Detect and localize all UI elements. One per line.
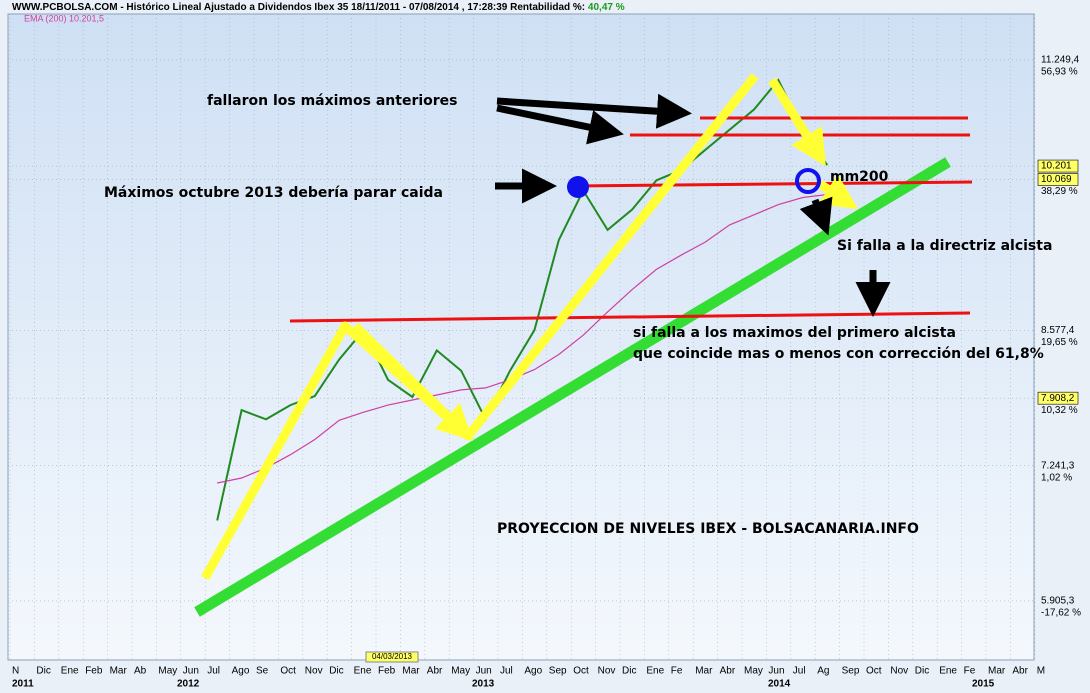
arrow [496, 93, 692, 129]
x-tick-label: Mar [695, 666, 713, 677]
x-tick-label: Dic [915, 666, 929, 677]
wave [351, 322, 474, 442]
trend-line [194, 157, 951, 617]
x-tick-label: N [12, 666, 19, 677]
y-tick-label: 10.069 [1041, 174, 1072, 185]
x-tick-label: Sep [842, 666, 860, 677]
y-tick-pct: 56,93 % [1041, 67, 1078, 78]
x-tick-label: Mar [402, 666, 420, 677]
x-tick-label: Jul [207, 666, 220, 677]
x-tick-label: Nov [598, 666, 616, 677]
arrow [496, 104, 624, 145]
marker-circle [567, 176, 589, 198]
x-tick-label: Ene [646, 666, 664, 677]
x-tick-label: Mar [110, 666, 128, 677]
y-tick-label: 5.905,3 [1041, 596, 1075, 607]
title-text: WWW.PCBOLSA.COM - Histórico Lineal Ajust… [12, 2, 585, 13]
y-tick-pct: 19,65 % [1041, 337, 1078, 348]
x-tick-label: Oct [280, 666, 296, 677]
x-tick-label: Dic [36, 666, 50, 677]
y-tick-label: 7.908,2 [1041, 393, 1075, 404]
tick-box [1037, 159, 1079, 173]
x-tick-label: Ago [232, 666, 250, 677]
year-label: 2011 [12, 679, 34, 690]
x-tick-label: Dic [622, 666, 636, 677]
x-tick-label: Ab [134, 666, 147, 677]
grid [8, 14, 1036, 660]
y-tick-pct: 1,02 % [1041, 472, 1072, 483]
arrow [799, 196, 833, 236]
chart-title: WWW.PCBOLSA.COM - Histórico Lineal Ajust… [12, 2, 625, 13]
year-label: 2015 [972, 679, 995, 690]
level-line [574, 180, 973, 188]
date-box [365, 651, 419, 663]
indicator-label: EMA (200) 10.201,5 [24, 13, 104, 23]
x-tick-label: M [1037, 666, 1045, 677]
y-tick-pct: -17,62 % [1041, 608, 1081, 619]
annotation: si falla a los maximos del primero alcis… [633, 325, 956, 341]
x-tick-label: Oct [573, 666, 589, 677]
x-tick-label: Se [256, 666, 269, 677]
x-tick-label: Ene [354, 666, 372, 677]
plot-area [7, 13, 1035, 661]
x-tick-label: Jun [476, 666, 492, 677]
tick-box [1037, 173, 1079, 186]
y-tick-pct: 10,32 % [1041, 405, 1078, 416]
x-tick-label: Nov [305, 666, 323, 677]
x-tick-label: Jun [768, 666, 784, 677]
x-tick-label: Abr [720, 666, 736, 677]
x-tick-label: May [451, 666, 470, 677]
x-tick-label: Dic [329, 666, 343, 677]
annotation: Máximos octubre 2013 debería parar caida [104, 185, 443, 201]
date-label: 04/03/2013 [372, 652, 413, 661]
tick-box [1037, 391, 1079, 405]
x-tick-label: May [744, 666, 763, 677]
x-tick-label: Ag [817, 666, 829, 677]
year-label: 2012 [177, 679, 200, 690]
wave [768, 77, 826, 167]
y-tick-label: 10.201 [1041, 161, 1072, 172]
x-tick-label: Ene [61, 666, 79, 677]
y-tick-pct: 38,29 % [1041, 186, 1078, 197]
x-tick-label: Mar [988, 666, 1006, 677]
annotation: fallaron los máximos anteriores [207, 93, 458, 109]
year-label: 2013 [472, 679, 495, 690]
x-tick-label: Feb [378, 666, 396, 677]
x-tick-label: Jul [500, 666, 513, 677]
y-tick-label: 7.241,3 [1041, 460, 1075, 471]
x-tick-label: Feb [85, 666, 103, 677]
x-tick-label: Jun [183, 666, 199, 677]
series-line [216, 78, 829, 521]
drawings [194, 73, 973, 617]
marker-circle [795, 168, 821, 194]
annotation: mm200 [830, 169, 889, 185]
x-tick-label: Sep [549, 666, 567, 677]
x-tick-label: Oct [866, 666, 882, 677]
year-label: 2014 [768, 679, 791, 690]
y-tick-label: 8.577,4 [1041, 325, 1075, 336]
x-tick-label: Ene [939, 666, 957, 677]
annotation: PROYECCION DE NIVELES IBEX - BOLSACANARI… [497, 521, 919, 537]
annotation: Si falla a la directriz alcista [837, 238, 1052, 254]
return-label: 40,47 % [588, 2, 625, 13]
wave [817, 174, 859, 209]
y-tick-label: 11.249,4 [1041, 55, 1080, 66]
x-tick-label: Fe [671, 666, 683, 677]
x-tick-label: Abr [1012, 666, 1028, 677]
annotation: que coincide mas o menos con corrección … [633, 346, 1044, 362]
x-tick-label: Fe [964, 666, 976, 677]
x-tick-label: May [158, 666, 177, 677]
x-tick-label: Ago [524, 666, 542, 677]
x-tick-label: Nov [890, 666, 908, 677]
x-tick-label: Jul [793, 666, 806, 677]
x-tick-label: Abr [427, 666, 443, 677]
